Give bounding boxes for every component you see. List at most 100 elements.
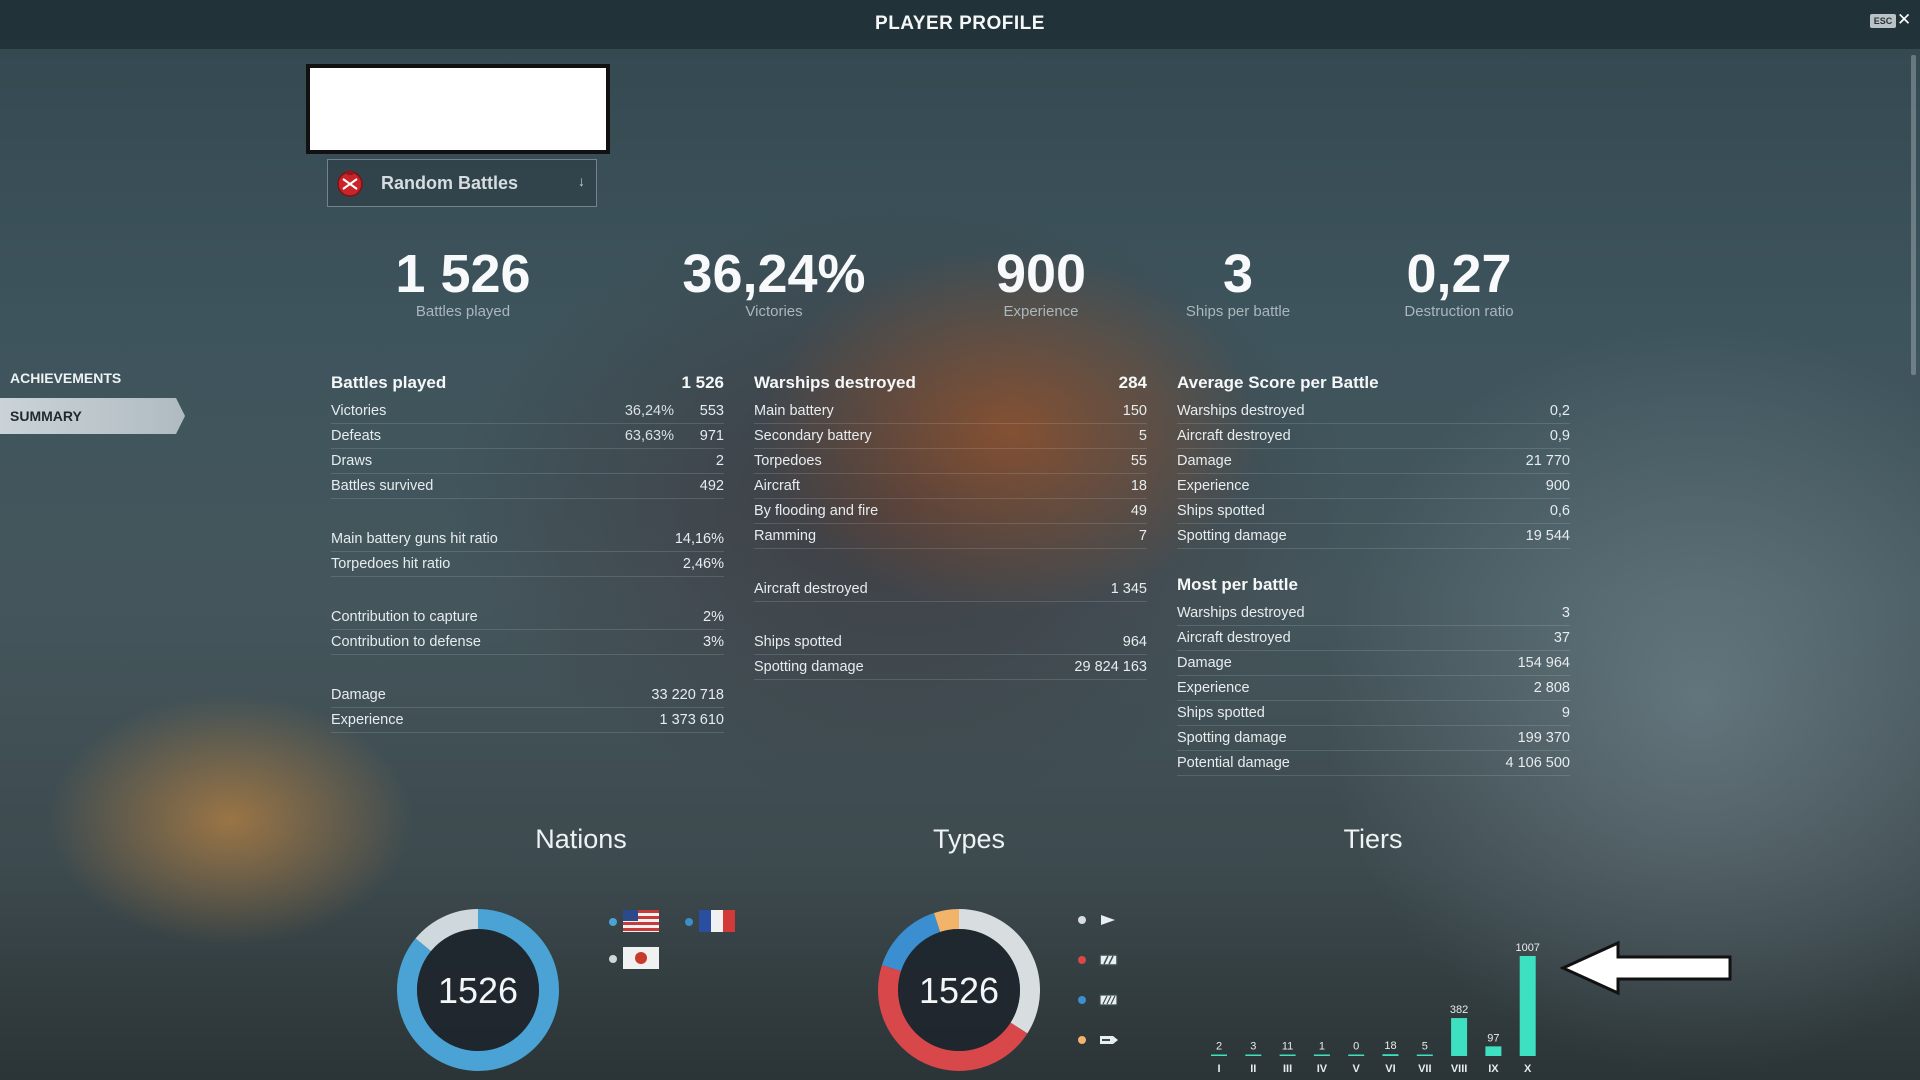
header-label: Battles played <box>331 373 447 392</box>
battle-mode-dropdown[interactable]: Random Battles ↓ <box>327 159 597 207</box>
table-row: Experience 1 373 610 <box>331 708 724 733</box>
stat-value: 36,24% <box>682 244 866 304</box>
side-nav: ACHIEVEMENTS SUMMARY <box>0 360 185 436</box>
nav-summary[interactable]: SUMMARY <box>0 398 185 434</box>
row-value: 21 770 <box>1525 453 1570 469</box>
aircraft-carrier-icon[interactable] <box>1099 1034 1119 1046</box>
row-label: Torpedoes <box>754 453 822 469</box>
row-label: Aircraft destroyed <box>1177 428 1291 444</box>
row-value: 0,9 <box>1549 428 1570 444</box>
nations-donut-chart: 1526 <box>397 909 559 1071</box>
types-donut-chart: 1526 <box>878 909 1040 1071</box>
tier-value-label: 382 <box>1450 1004 1468 1016</box>
nations-total: 1526 <box>438 970 518 1011</box>
tiers-title: Tiers <box>1343 824 1403 854</box>
row-label: Victories <box>331 403 387 419</box>
table-row: Ships spotted 964 <box>754 630 1147 655</box>
row-label: Ships spotted <box>1177 705 1265 721</box>
tier-bar-VI <box>1382 1054 1399 1056</box>
tier-bar-IV <box>1313 1054 1330 1056</box>
row-value: 19 544 <box>1525 528 1570 544</box>
row-value: 2% <box>703 609 724 625</box>
destroyer-icon[interactable] <box>1099 914 1119 926</box>
table-row: Aircraft destroyed 0,9 <box>1177 424 1570 449</box>
row-label: Draws <box>331 453 373 469</box>
tier-bar-X <box>1519 956 1536 1056</box>
row-value: 971 <box>699 428 724 444</box>
legend-dot-cruiser <box>1078 956 1086 964</box>
table-row: Spotting damage 19 544 <box>1177 524 1570 549</box>
table-row: Battles survived 492 <box>331 474 724 499</box>
header-value: 1 526 <box>681 373 724 392</box>
row-value: 492 <box>699 478 724 494</box>
types-title: Types <box>932 824 1006 854</box>
donut-segment-usa <box>397 909 559 1071</box>
row-value: 7 <box>1138 528 1147 544</box>
japan-flag-icon[interactable] <box>623 947 659 969</box>
table-row: Aircraft destroyed 37 <box>1177 626 1570 651</box>
row-label: Ships spotted <box>1177 503 1265 519</box>
scores-column: Average Score per Battle Warships destro… <box>1177 367 1570 776</box>
row-label: Secondary battery <box>754 428 872 444</box>
row-value: 3 <box>1561 605 1570 621</box>
stat-battles-played: 1 526 Battles played <box>363 245 563 320</box>
types-total: 1526 <box>919 970 999 1011</box>
row-label: Main battery guns hit ratio <box>331 531 498 547</box>
table-row: Spotting damage 29 824 163 <box>754 655 1147 680</box>
tier-tick-label: IV <box>1317 1063 1328 1075</box>
table-row: Torpedoes 55 <box>754 449 1147 474</box>
table-row: Ramming 7 <box>754 524 1147 549</box>
table-row: Contribution to capture 2% <box>331 605 724 630</box>
table-row: Spotting damage 199 370 <box>1177 726 1570 751</box>
battleship-icon[interactable] <box>1099 994 1119 1006</box>
legend-dot-japan <box>609 955 617 963</box>
tier-tick-label: VI <box>1385 1063 1395 1075</box>
donut-segment-cruiser <box>878 964 1028 1071</box>
stat-ships-per-battle: 3 Ships per battle <box>1138 245 1338 320</box>
tier-tick-label: I <box>1217 1063 1220 1075</box>
cruiser-icon[interactable] <box>1099 954 1119 966</box>
tier-value-label: 0 <box>1353 1041 1359 1053</box>
row-label: Contribution to capture <box>331 609 478 625</box>
legend-dot-france <box>685 918 693 926</box>
row-value: 33 220 718 <box>651 687 724 703</box>
row-value: 150 <box>1122 403 1147 419</box>
row-value: 553 <box>699 403 724 419</box>
annotation-arrow-icon <box>1560 940 1732 996</box>
scrollbar[interactable] <box>1911 55 1916 375</box>
nav-achievements[interactable]: ACHIEVEMENTS <box>10 370 122 386</box>
row-percent: 36,24% <box>624 403 674 419</box>
stat-label: Experience <box>1003 303 1079 320</box>
row-label: Experience <box>1177 680 1250 696</box>
column-header: Warships destroyed 284 <box>754 367 1147 399</box>
row-value: 0,2 <box>1549 403 1570 419</box>
row-label: Aircraft destroyed <box>754 581 868 597</box>
france-flag-icon[interactable] <box>699 910 735 932</box>
stat-label: Destruction ratio <box>1404 303 1514 320</box>
row-label: Ramming <box>754 528 817 544</box>
row-value: 4 106 500 <box>1505 755 1570 771</box>
stat-value: 0,27 <box>1406 244 1512 304</box>
row-value: 1 373 610 <box>659 712 724 728</box>
tier-tick-label: IX <box>1488 1063 1499 1075</box>
row-value: 1 345 <box>1110 581 1147 597</box>
table-row: Secondary battery 5 <box>754 424 1147 449</box>
tiers-bar-chart: 2 I 3 II 11 III 1 IV 0 V 18 VI 5 VII 382 VIII 97 IX 1007 X <box>1211 942 1540 1075</box>
close-button[interactable]: ✕ <box>1897 10 1912 29</box>
random-battles-icon <box>337 170 363 197</box>
row-value: 18 <box>1130 478 1147 494</box>
column-header: Average Score per Battle <box>1177 367 1570 399</box>
row-label: Spotting damage <box>754 659 864 675</box>
stat-experience: 900 Experience <box>941 245 1141 320</box>
tier-tick-label: VII <box>1418 1063 1431 1075</box>
nations-title: Nations <box>535 824 627 854</box>
warships-column: Warships destroyed 284 Main battery 150 S… <box>754 367 1147 680</box>
legend-dot-carrier <box>1078 1036 1086 1044</box>
donut-center <box>898 929 1020 1051</box>
row-label: Damage <box>331 687 386 703</box>
tier-tick-label: III <box>1283 1063 1292 1075</box>
table-row: By flooding and fire 49 <box>754 499 1147 524</box>
usa-flag-icon[interactable] <box>623 910 659 932</box>
table-row: Warships destroyed 3 <box>1177 601 1570 626</box>
stat-value: 900 <box>995 244 1087 304</box>
